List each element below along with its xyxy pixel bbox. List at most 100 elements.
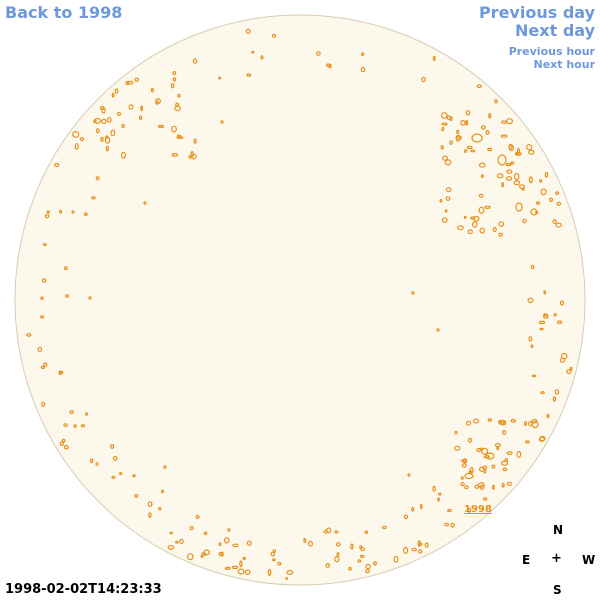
contour-mark <box>482 497 488 501</box>
contour-mark <box>328 63 332 69</box>
contour-mark <box>471 221 478 228</box>
year-link[interactable]: 1998 <box>464 504 492 515</box>
contour-mark <box>546 413 550 419</box>
contour-mark <box>461 459 467 463</box>
contour-mark <box>538 179 543 183</box>
contour-mark <box>502 467 508 472</box>
contour-mark <box>37 346 43 352</box>
contour-mark <box>89 458 94 464</box>
contour-mark <box>479 484 485 490</box>
contour-mark <box>232 543 239 548</box>
contour-mark <box>175 540 179 544</box>
contour-mark <box>239 560 243 568</box>
contour-mark <box>441 126 445 132</box>
contour-mark <box>128 104 134 110</box>
contour-mark <box>480 174 484 179</box>
contour-mark <box>449 116 453 122</box>
contour-mark <box>40 315 45 319</box>
contour-mark <box>101 118 107 125</box>
contour-mark <box>111 475 116 479</box>
contour-mark <box>566 369 572 375</box>
contour-mark <box>444 522 450 527</box>
contour-mark <box>510 161 515 165</box>
contour-mark <box>91 196 96 200</box>
contour-mark <box>100 136 104 142</box>
contour-mark <box>556 320 563 325</box>
contour-mark <box>538 320 546 325</box>
contour-mark <box>172 77 177 82</box>
contour-mark <box>465 119 469 126</box>
contour-mark <box>140 105 144 112</box>
contour-mark <box>40 296 44 300</box>
contour-mark <box>419 504 423 510</box>
contour-mark <box>134 493 139 498</box>
contour-mark <box>484 205 491 209</box>
contour-mark <box>59 209 63 214</box>
contour-mark <box>267 568 272 576</box>
compass-west: W <box>582 553 596 567</box>
contour-mark <box>561 352 568 360</box>
contour-mark <box>542 313 549 319</box>
back-to-year-link[interactable]: Back to 1998 <box>5 3 123 22</box>
contour-mark <box>285 577 289 580</box>
contour-mark <box>246 73 252 77</box>
contour-mark <box>373 561 378 566</box>
contour-mark <box>105 145 109 152</box>
contour-mark <box>119 471 123 476</box>
contour-mark <box>121 123 125 128</box>
contour-mark <box>440 145 444 150</box>
contour-mark <box>171 153 179 157</box>
contour-mark <box>543 290 547 295</box>
contour-mark <box>357 559 362 563</box>
contour-mark <box>172 70 177 76</box>
next-hour-link[interactable]: Next hour <box>533 58 596 71</box>
previous-hour-link[interactable]: Previous hour <box>508 45 595 58</box>
contour-mark <box>26 333 32 337</box>
compass-south: S <box>553 583 562 597</box>
contour-mark <box>455 134 461 142</box>
contour-mark <box>496 446 500 451</box>
contour-mark <box>134 77 140 82</box>
contour-mark <box>441 217 448 224</box>
contour-mark <box>506 118 514 125</box>
contour-mark <box>445 196 451 202</box>
contour-mark <box>393 555 399 563</box>
contour-mark <box>308 540 314 547</box>
solar-disk <box>14 14 586 586</box>
contour-mark <box>497 154 507 166</box>
contour-mark <box>80 424 86 428</box>
contour-mark <box>195 514 200 519</box>
contour-mark <box>83 212 88 217</box>
contour-mark <box>478 162 486 168</box>
contour-mark <box>472 418 480 424</box>
contour-mark <box>432 485 436 492</box>
contour-mark <box>506 481 512 486</box>
contour-mark <box>161 489 165 494</box>
contour-mark <box>79 137 85 142</box>
contour-mark <box>270 551 276 557</box>
contour-mark <box>95 176 100 181</box>
contour-mark <box>465 110 471 116</box>
contour-mark <box>218 76 222 80</box>
contour-mark <box>63 444 69 450</box>
contour-mark <box>569 366 573 372</box>
contour-mark <box>424 542 429 548</box>
contour-mark <box>488 113 492 119</box>
contour-mark <box>544 172 549 178</box>
contour-mark <box>303 537 307 543</box>
contour-mark <box>454 430 458 435</box>
contour-mark <box>540 391 545 395</box>
next-day-link[interactable]: Next day <box>515 21 595 40</box>
contour-mark <box>499 419 507 426</box>
contour-mark <box>44 214 50 219</box>
contour-mark <box>163 465 167 469</box>
contour-mark <box>403 546 409 554</box>
contour-mark <box>88 296 92 300</box>
compass-north: N <box>553 523 564 537</box>
contour-mark <box>359 554 365 559</box>
contour-mark <box>514 151 522 156</box>
contour-mark <box>554 389 560 395</box>
contour-mark <box>528 421 533 427</box>
previous-day-link[interactable]: Previous day <box>478 3 595 22</box>
